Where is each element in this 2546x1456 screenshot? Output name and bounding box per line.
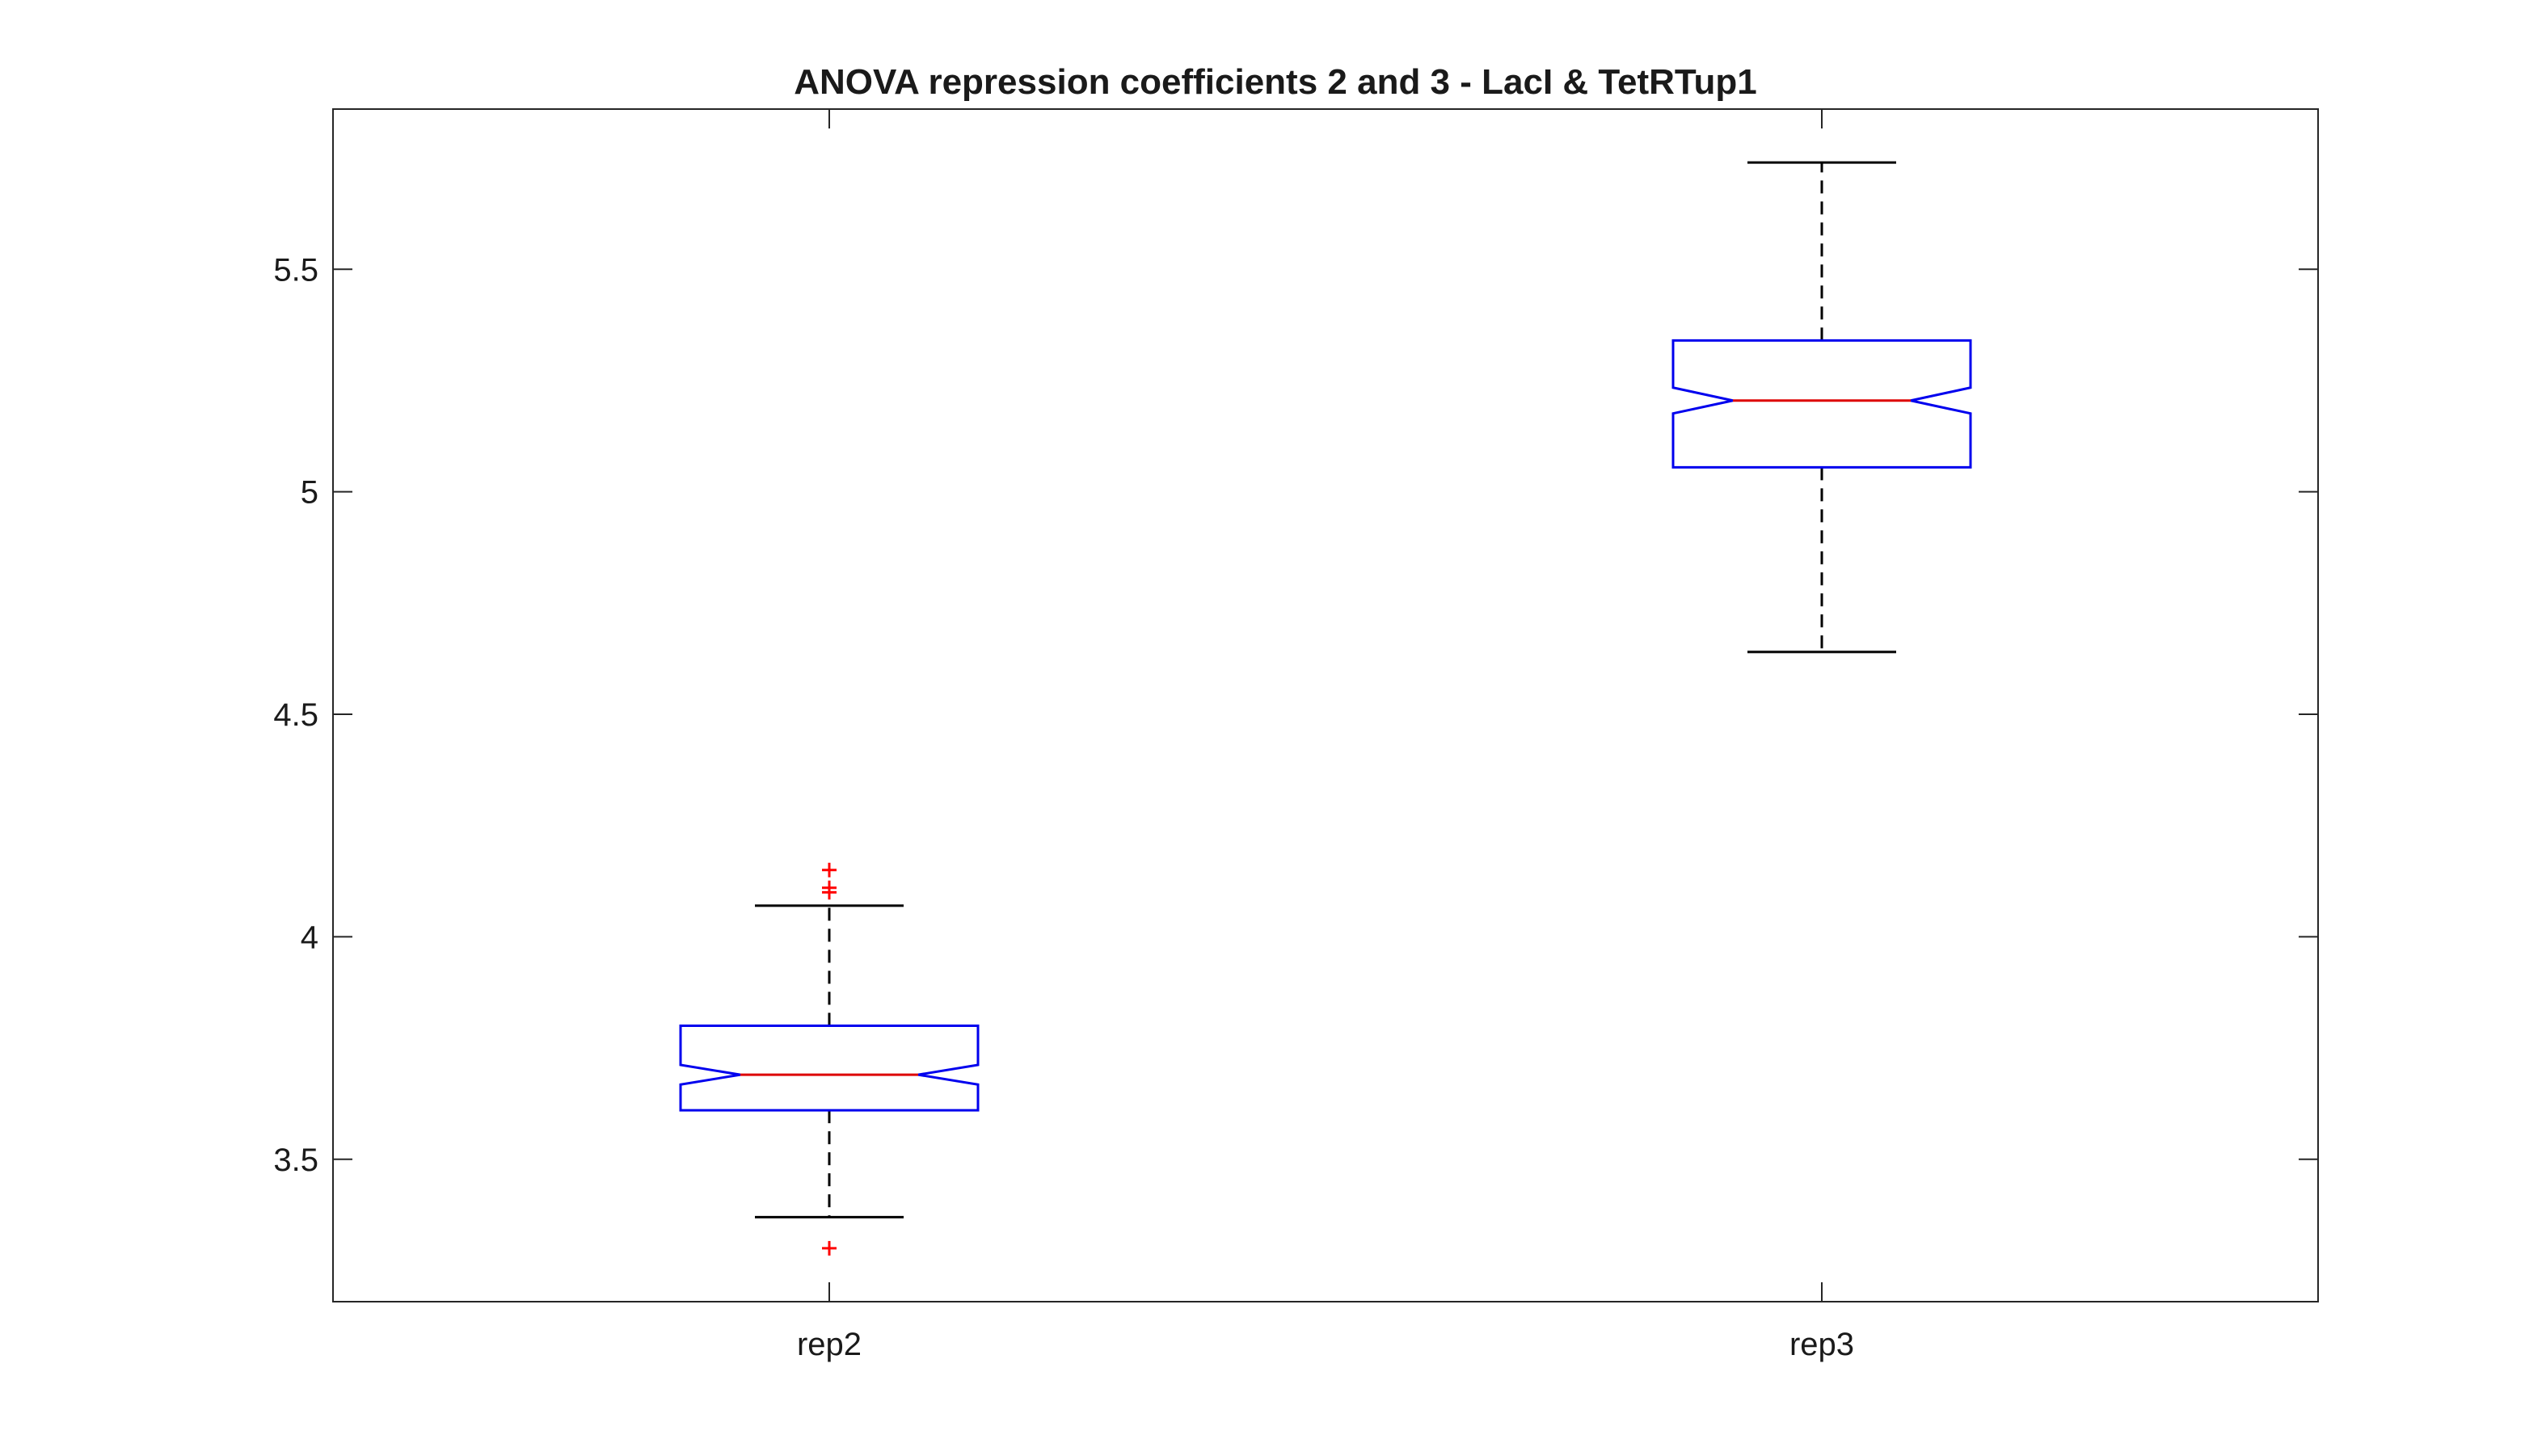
boxes [679,161,1972,1256]
y-tick-label: 4 [301,919,318,955]
x-tick-label-rep2: rep2 [797,1327,862,1362]
y-tick-label: 5.5 [273,252,318,288]
axes-frame [332,108,2319,1302]
axis-ticks: 3.5 4 4.5 5 5.5 rep2 rep3 [273,109,2318,1362]
plot-axes [332,108,2319,1302]
notched-box [679,1025,980,1112]
box-group-rep3 [1671,161,1972,654]
chart-title: ANOVA repression coefficients 2 and 3 - … [794,62,1757,102]
outlier-marker [822,1240,837,1256]
notched-box [1671,339,1972,469]
y-tick-label: 4.5 [273,697,318,733]
y-tick-label: 3.5 [273,1142,318,1178]
outlier-marker [822,880,837,895]
box-group-rep2 [679,862,980,1256]
outlier-marker [822,862,837,877]
y-tick-label: 5 [301,475,318,511]
x-tick-label-rep3: rep3 [1789,1327,1854,1362]
